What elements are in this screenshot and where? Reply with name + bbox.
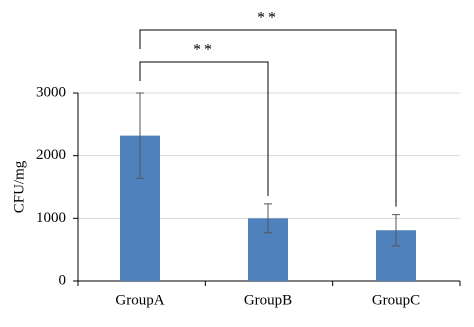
- x-tick-label: GroupC: [372, 292, 420, 308]
- error-bar: [392, 214, 400, 247]
- y-axis-label: CFU/mg: [11, 160, 27, 213]
- x-tick-label: GroupB: [244, 292, 292, 308]
- y-tick-label: 1000: [36, 210, 66, 226]
- y-tick-label: 3000: [36, 84, 66, 100]
- y-tick-label: 2000: [36, 147, 66, 163]
- significance-bracket: [139, 29, 397, 207]
- significance-label: **: [257, 10, 279, 27]
- x-tick-label: GroupA: [115, 292, 164, 308]
- y-tick-label: 0: [59, 272, 67, 288]
- error-bar: [136, 92, 144, 179]
- error-bar: [264, 203, 272, 234]
- significance-bracket: [139, 61, 269, 196]
- significance-label: **: [193, 42, 215, 59]
